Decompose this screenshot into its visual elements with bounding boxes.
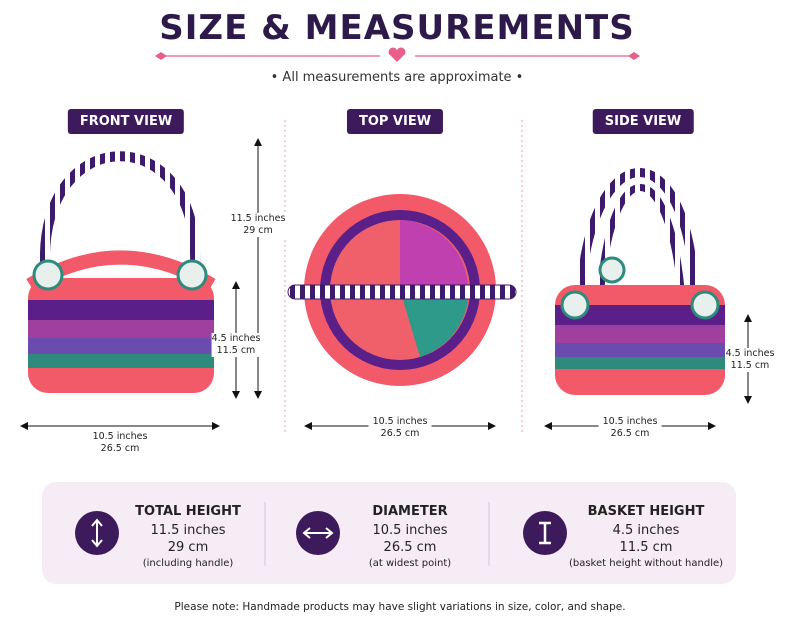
- dimension-line: 29 cm: [243, 225, 273, 236]
- dimension: 10.5 inches 26.5 cm: [93, 431, 148, 455]
- card-line: 10.5 inches: [372, 523, 448, 538]
- card: DIAMETER 10.5 inches 26.5 cm (at widest …: [369, 504, 451, 569]
- card: BASKET HEIGHT 4.5 inches 11.5 cm (basket…: [569, 504, 723, 569]
- card-note: (including handle): [142, 558, 234, 569]
- card-line: 29 cm: [167, 540, 209, 555]
- dimension-line: 26.5 cm: [380, 428, 420, 439]
- subtitle: • All measurements are approximate •: [270, 70, 524, 85]
- card: TOTAL HEIGHT 11.5 inches 29 cm (includin…: [135, 504, 241, 569]
- dimension: 10.5 inches 26.5 cm: [598, 416, 662, 440]
- card-note: (basket height without handle): [568, 558, 724, 569]
- dimension-line: 10.5 inches: [92, 431, 148, 442]
- dimension: 4.5 inches 11.5 cm: [725, 348, 775, 372]
- dimension-line: 4.5 inches: [211, 333, 261, 344]
- card-note: (at widest point): [368, 558, 452, 569]
- card-line: 4.5 inches: [612, 523, 680, 538]
- dimension-line: 26.5 cm: [610, 428, 650, 439]
- card-line: 26.5 cm: [383, 540, 437, 555]
- card-line: 11.5 inches: [150, 523, 226, 538]
- card-title: BASKET HEIGHT: [587, 504, 705, 519]
- footer-note: Please note: Handmade products may have …: [174, 601, 626, 613]
- view-label: FRONT VIEW: [67, 109, 185, 134]
- dimension-line: 10.5 inches: [372, 416, 428, 427]
- dimension: 11.5 inches 29 cm: [230, 213, 286, 237]
- view-label: SIDE VIEW: [592, 109, 694, 134]
- card-title: TOTAL HEIGHT: [135, 504, 241, 519]
- dimension-line: 26.5 cm: [100, 443, 140, 454]
- dimension-line: 11.5 inches: [230, 213, 286, 224]
- dimension: 10.5 inches 26.5 cm: [368, 416, 432, 440]
- card-title: DIAMETER: [372, 504, 448, 519]
- dimension-line: 10.5 inches: [602, 416, 658, 427]
- dimension: 4.5 inches 11.5 cm: [211, 333, 261, 357]
- view-label: TOP VIEW: [346, 109, 444, 134]
- title: SIZE & MEASUREMENTS: [159, 8, 635, 48]
- card-line: 11.5 cm: [619, 540, 673, 555]
- dimension-line: 11.5 cm: [730, 360, 770, 371]
- dimension-line: 11.5 cm: [216, 345, 256, 356]
- dimension-line: 4.5 inches: [725, 348, 775, 359]
